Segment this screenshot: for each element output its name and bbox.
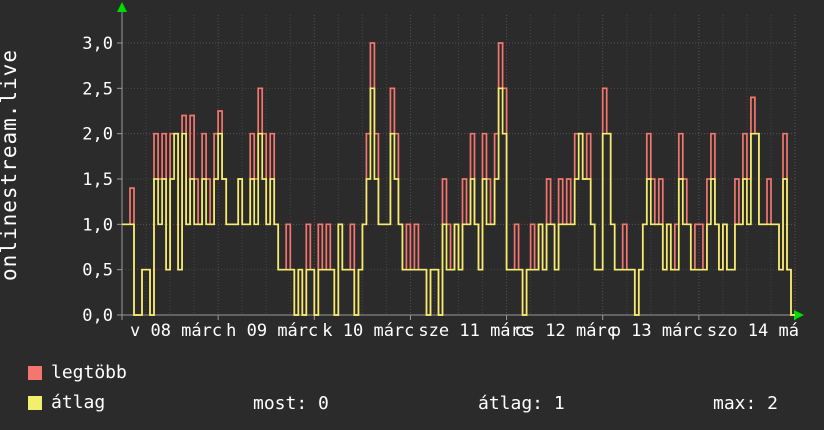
y-axis-arrow-icon <box>117 2 127 12</box>
axis-arrows <box>117 2 804 320</box>
stat-max: max: 2 <box>713 393 779 414</box>
x-tick-labels: v 08 márc h 09 márc k 10 márc sze 11 márccs… <box>130 321 799 341</box>
svg-text:0,0: 0,0 <box>82 306 113 326</box>
y-tick-labels: 0,0 0,5 1,0 1,5 2,0 2,5 3,0 <box>82 34 113 326</box>
atlag-swatch <box>28 395 42 410</box>
series-path-1 <box>122 87 795 316</box>
vertical-axis-label: onlinestream.live <box>0 49 21 281</box>
stat-most: most: 0 <box>253 393 329 414</box>
legtobb-label: legtöbb <box>51 362 127 383</box>
svg-text:2,0: 2,0 <box>82 125 113 145</box>
atlag-label: átlag <box>51 392 106 413</box>
svg-text:p 13 márc: p 13 márc <box>611 321 703 341</box>
svg-text:szo 14 má: szo 14 má <box>707 321 799 341</box>
x-axis-arrow-icon <box>794 310 804 320</box>
svg-text:sze 11 márc: sze 11 márc <box>418 321 531 341</box>
svg-text:2,5: 2,5 <box>82 79 113 99</box>
svg-text:h 09 márc: h 09 márc <box>226 321 318 341</box>
svg-text:v 08 márc: v 08 márc <box>130 321 222 341</box>
legend-item-legtobb: legtöbb <box>28 362 127 383</box>
svg-text:k 10 márc: k 10 márc <box>322 321 414 341</box>
stat-atlag: átlag: 1 <box>478 393 565 414</box>
svg-text:cs 12 márc: cs 12 márc <box>515 321 617 341</box>
legend-and-stats: legtöbb átlag most: 0 átlag: 1 max: 2 <box>0 352 824 430</box>
svg-text:3,0: 3,0 <box>82 34 113 54</box>
axes <box>117 10 797 320</box>
svg-text:0,5: 0,5 <box>82 261 113 281</box>
legtobb-swatch <box>28 365 42 380</box>
chart-svg: onlinestream.live 0,0 0,5 1,0 1,5 2,0 2,5 3,0 v… <box>0 2 804 341</box>
legend-item-atlag: átlag <box>28 392 105 413</box>
svg-text:1,5: 1,5 <box>82 170 113 190</box>
svg-text:1,0: 1,0 <box>82 215 113 235</box>
